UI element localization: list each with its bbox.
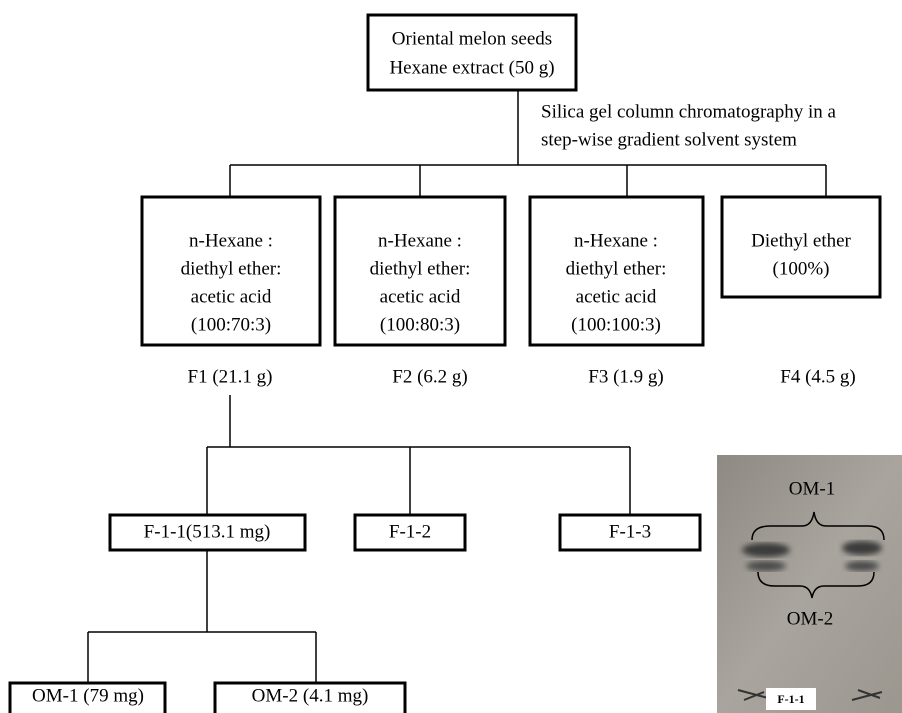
solvent-label: (100%) bbox=[773, 258, 830, 279]
solvent-label: acetic acid bbox=[576, 286, 657, 307]
flowchart: Oriental melon seeds Hexane extract (50 … bbox=[0, 0, 902, 713]
solvent-label: n-Hexane : bbox=[574, 230, 658, 251]
subfraction-label: F-1-3 bbox=[609, 521, 651, 542]
spot bbox=[746, 561, 786, 571]
fraction-label: F4 (4.5 g) bbox=[780, 366, 855, 387]
solvent-label: acetic acid bbox=[191, 286, 272, 307]
top-label: Hexane extract (50 g) bbox=[389, 57, 554, 78]
fraction-label: F1 (21.1 g) bbox=[188, 366, 273, 387]
solvent-label: n-Hexane : bbox=[378, 230, 462, 251]
subfraction-label: F-1-2 bbox=[389, 521, 431, 542]
solvent-label: diethyl ether: bbox=[181, 258, 282, 279]
fraction-label: F3 (1.9 g) bbox=[588, 366, 663, 387]
solvent-label: (100:80:3) bbox=[380, 314, 460, 335]
top-box bbox=[368, 15, 576, 90]
annotation: Silica gel column chromatography in a bbox=[541, 101, 837, 122]
solvent-label: (100:70:3) bbox=[191, 314, 271, 335]
spot bbox=[742, 543, 790, 557]
solvent-label: diethyl ether: bbox=[566, 258, 667, 279]
solvent-label: (100:100:3) bbox=[571, 314, 661, 335]
compound-label: OM-1 (79 mg) bbox=[32, 685, 144, 706]
compound-label: OM-2 (4.1 mg) bbox=[252, 685, 369, 706]
top-label: Oriental melon seeds bbox=[392, 28, 552, 49]
spot bbox=[842, 541, 882, 555]
solvent-label: Diethyl ether bbox=[751, 230, 851, 251]
tlc-label: OM-2 bbox=[787, 608, 833, 629]
spot bbox=[845, 561, 879, 571]
connector bbox=[88, 550, 316, 683]
solvent-label: diethyl ether: bbox=[370, 258, 471, 279]
tlc-plate: OM-1 OM-2 F-1-1 bbox=[717, 455, 902, 713]
connector bbox=[207, 395, 630, 515]
solvent-label: n-Hexane : bbox=[189, 230, 273, 251]
fraction-label: F2 (6.2 g) bbox=[392, 366, 467, 387]
annotation: step-wise gradient solvent system bbox=[541, 129, 797, 150]
tlc-label: OM-1 bbox=[789, 478, 835, 499]
plate-label: F-1-1 bbox=[777, 692, 804, 706]
subfraction-label: F-1-1(513.1 mg) bbox=[144, 521, 271, 542]
solvent-label: acetic acid bbox=[380, 286, 461, 307]
